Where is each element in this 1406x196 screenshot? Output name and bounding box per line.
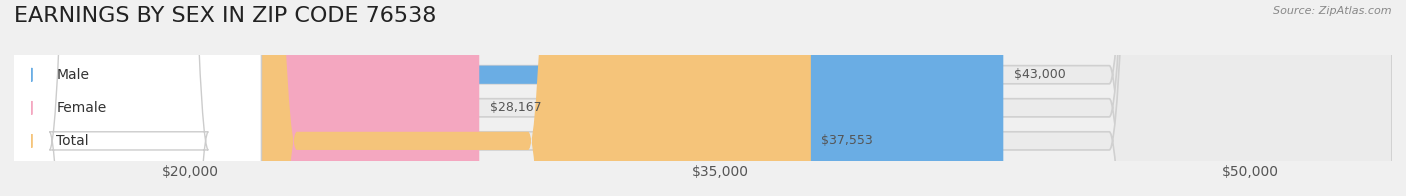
FancyBboxPatch shape bbox=[14, 0, 479, 196]
Text: Total: Total bbox=[56, 134, 89, 148]
Text: Source: ZipAtlas.com: Source: ZipAtlas.com bbox=[1274, 6, 1392, 16]
FancyBboxPatch shape bbox=[0, 0, 262, 196]
Text: $43,000: $43,000 bbox=[1014, 68, 1066, 81]
Text: $37,553: $37,553 bbox=[821, 134, 873, 147]
FancyBboxPatch shape bbox=[0, 0, 262, 196]
Text: EARNINGS BY SEX IN ZIP CODE 76538: EARNINGS BY SEX IN ZIP CODE 76538 bbox=[14, 6, 436, 26]
Text: Female: Female bbox=[56, 101, 107, 115]
FancyBboxPatch shape bbox=[14, 0, 1392, 196]
Text: $28,167: $28,167 bbox=[489, 101, 541, 114]
FancyBboxPatch shape bbox=[14, 0, 811, 196]
FancyBboxPatch shape bbox=[14, 0, 1392, 196]
FancyBboxPatch shape bbox=[14, 0, 1392, 196]
Text: Male: Male bbox=[56, 68, 90, 82]
FancyBboxPatch shape bbox=[14, 0, 1004, 196]
FancyBboxPatch shape bbox=[0, 0, 262, 196]
